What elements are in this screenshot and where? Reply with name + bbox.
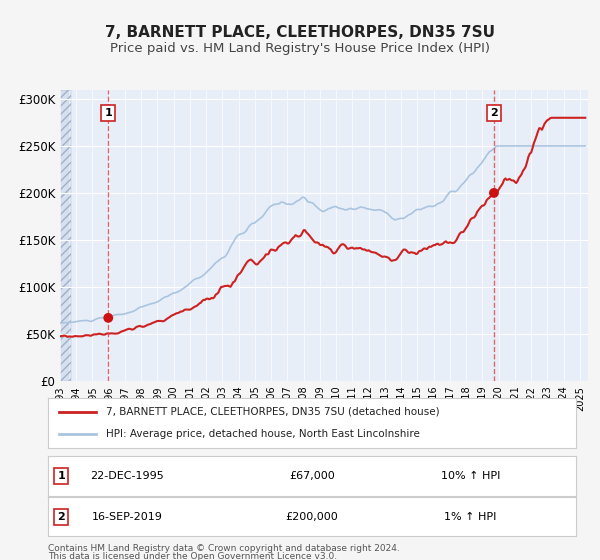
Point xyxy=(103,314,113,323)
Text: 16-SEP-2019: 16-SEP-2019 xyxy=(92,512,163,522)
Text: 1: 1 xyxy=(58,471,65,481)
Point xyxy=(489,189,499,198)
Text: 7, BARNETT PLACE, CLEETHORPES, DN35 7SU (detached house): 7, BARNETT PLACE, CLEETHORPES, DN35 7SU … xyxy=(106,407,440,417)
Bar xyxy=(60,90,68,381)
Text: £200,000: £200,000 xyxy=(286,512,338,522)
Text: 1: 1 xyxy=(104,108,112,118)
Text: 22-DEC-1995: 22-DEC-1995 xyxy=(91,471,164,481)
Text: HPI: Average price, detached house, North East Lincolnshire: HPI: Average price, detached house, Nort… xyxy=(106,429,420,439)
Text: 7, BARNETT PLACE, CLEETHORPES, DN35 7SU: 7, BARNETT PLACE, CLEETHORPES, DN35 7SU xyxy=(105,25,495,40)
Text: £67,000: £67,000 xyxy=(289,471,335,481)
Text: 1% ↑ HPI: 1% ↑ HPI xyxy=(444,512,497,522)
Text: This data is licensed under the Open Government Licence v3.0.: This data is licensed under the Open Gov… xyxy=(48,552,337,560)
Text: Contains HM Land Registry data © Crown copyright and database right 2024.: Contains HM Land Registry data © Crown c… xyxy=(48,544,400,553)
Text: 10% ↑ HPI: 10% ↑ HPI xyxy=(441,471,500,481)
Text: Price paid vs. HM Land Registry's House Price Index (HPI): Price paid vs. HM Land Registry's House … xyxy=(110,42,490,55)
Text: 2: 2 xyxy=(58,512,65,522)
Text: 2: 2 xyxy=(490,108,498,118)
